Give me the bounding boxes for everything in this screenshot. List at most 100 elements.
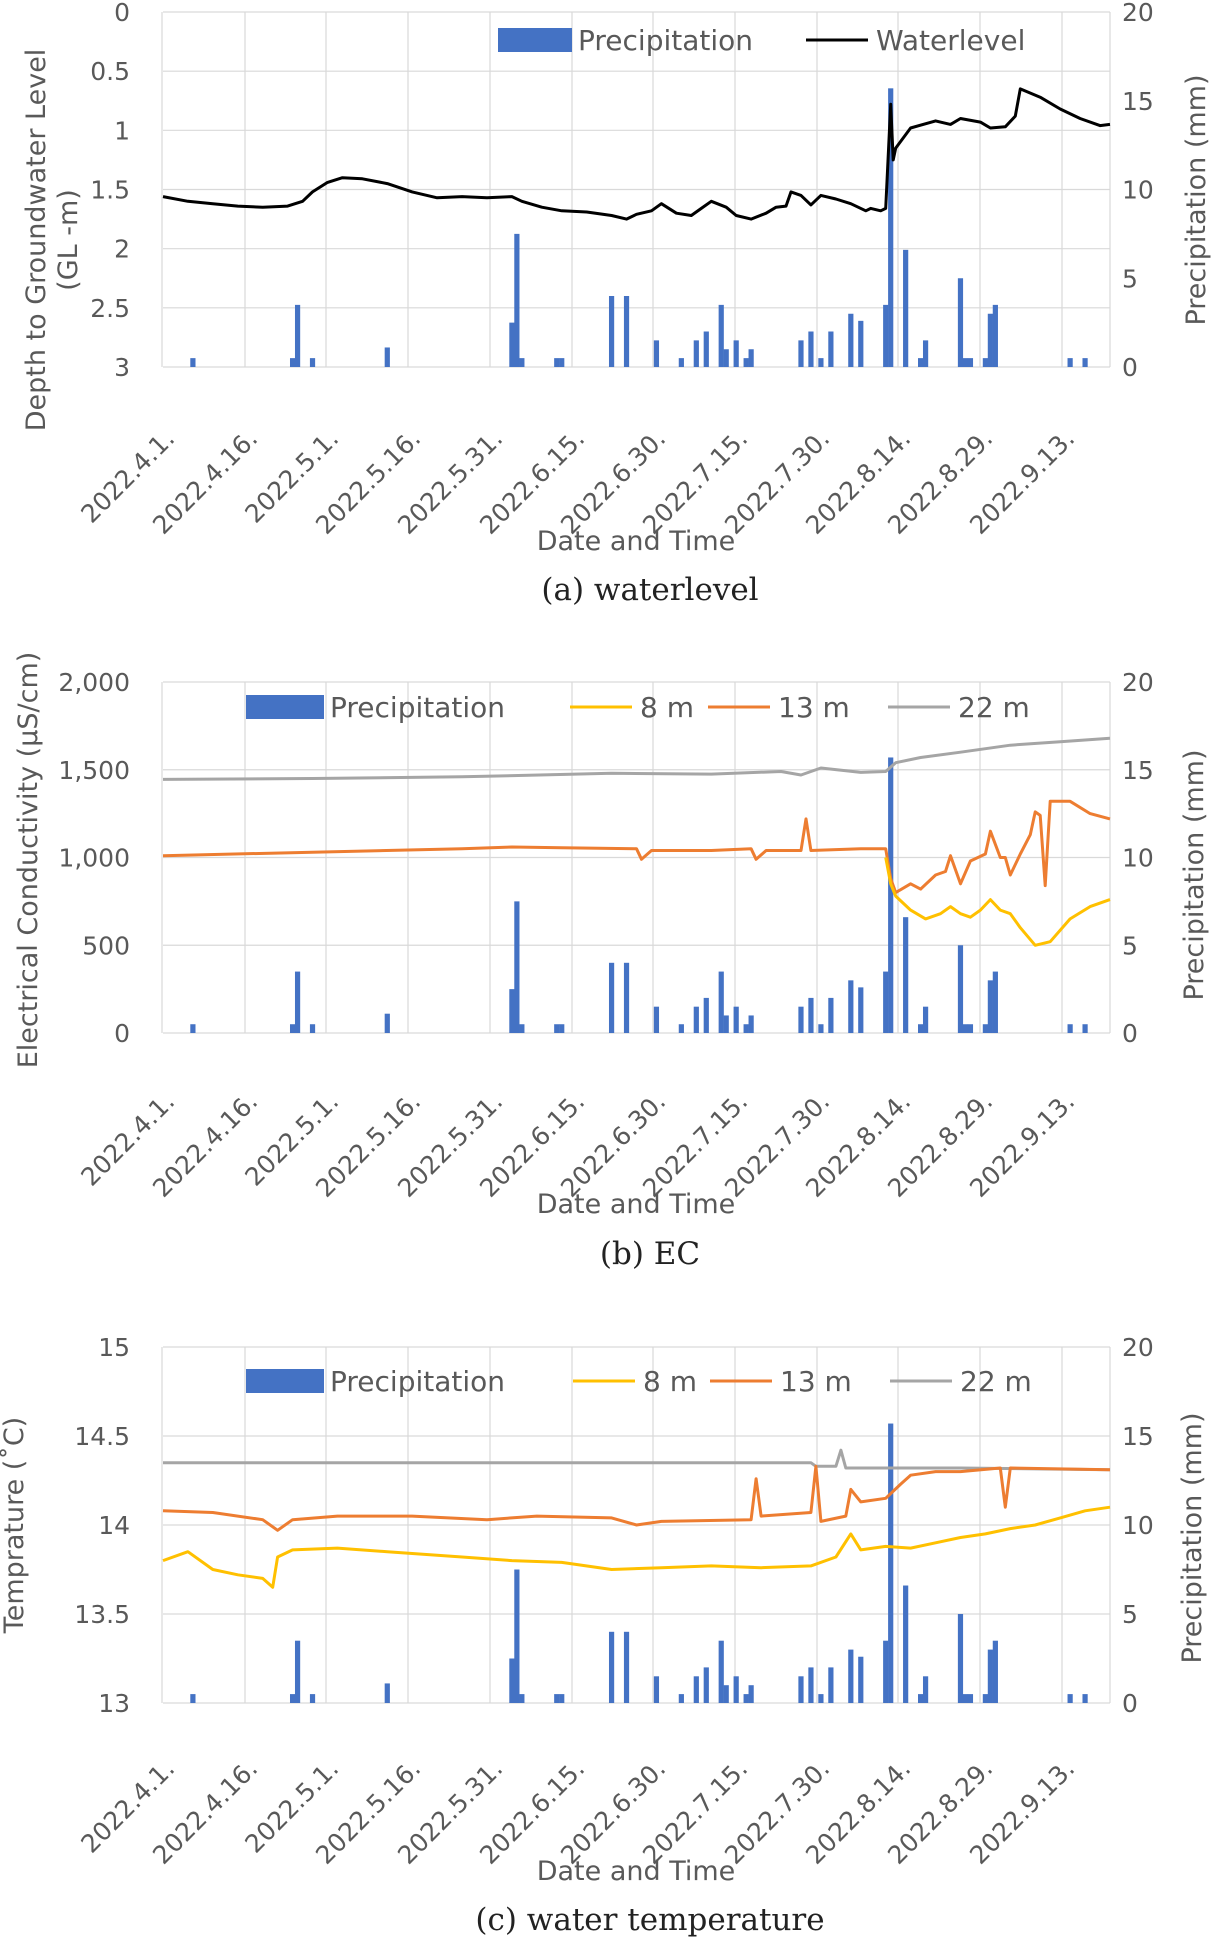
precip-bar bbox=[922, 1006, 929, 1033]
precip-bar bbox=[992, 1640, 998, 1703]
precip-bar bbox=[828, 331, 834, 367]
precip-bar bbox=[743, 1024, 749, 1033]
y-tick-label: 1,000 bbox=[58, 844, 130, 873]
y-tick-label: 2,000 bbox=[58, 668, 130, 697]
y2-tick-label: 20 bbox=[1122, 668, 1154, 697]
series-line-waterlevel bbox=[162, 87, 1111, 221]
precip-bar bbox=[798, 340, 804, 367]
precip-bar bbox=[309, 1024, 316, 1033]
precip-bar bbox=[883, 304, 889, 367]
precip-bar bbox=[653, 1676, 660, 1703]
precip-bar bbox=[962, 358, 969, 367]
y2-axis-title: Precipitation (mm) bbox=[1181, 74, 1212, 325]
precip-bar bbox=[957, 278, 964, 367]
legend-label: 13 m bbox=[780, 1365, 852, 1398]
precip-bar bbox=[718, 304, 724, 367]
precip-bar bbox=[623, 962, 630, 1033]
precip-bar bbox=[848, 1649, 854, 1703]
legend-swatch-precipitation bbox=[246, 1369, 324, 1393]
y2-tick-label: 15 bbox=[1122, 87, 1154, 116]
precip-bar bbox=[653, 340, 660, 367]
precip-bar bbox=[818, 358, 824, 367]
precip-bar bbox=[723, 1685, 729, 1703]
y2-tick-label: 5 bbox=[1122, 1600, 1138, 1629]
precip-bar bbox=[1082, 1694, 1088, 1703]
y2-tick-label: 15 bbox=[1122, 756, 1154, 785]
precip-bar bbox=[733, 1006, 739, 1033]
precip-bar bbox=[718, 1640, 724, 1703]
precip-bar bbox=[509, 989, 515, 1033]
precip-bar bbox=[384, 1013, 390, 1033]
precip-bar bbox=[294, 304, 301, 367]
precip-bar bbox=[693, 1676, 699, 1703]
precip-bar bbox=[748, 1015, 754, 1033]
precip-bar bbox=[294, 971, 301, 1033]
panel-caption: (c) water temperature bbox=[475, 1902, 824, 1938]
precip-bar bbox=[309, 358, 316, 367]
precip-bar bbox=[858, 1656, 864, 1703]
precip-bar bbox=[748, 349, 754, 367]
precip-bar bbox=[509, 322, 515, 367]
precip-bar bbox=[1067, 358, 1073, 367]
legend-label: 8 m bbox=[643, 1365, 697, 1398]
precip-bar bbox=[554, 358, 560, 367]
precip-bar bbox=[718, 971, 724, 1033]
precip-bar bbox=[808, 1667, 814, 1703]
precip-bar bbox=[967, 358, 974, 367]
precip-bar bbox=[1067, 1694, 1073, 1703]
panel-2: 05001,0001,5002,000051015202022.4.1.2022… bbox=[13, 652, 1210, 1272]
precip-bar bbox=[623, 296, 630, 367]
precip-bar bbox=[883, 971, 889, 1033]
precip-bar bbox=[693, 1006, 699, 1033]
precip-bar bbox=[554, 1694, 560, 1703]
precip-bar bbox=[962, 1694, 969, 1703]
y-tick-label: 15 bbox=[98, 1333, 130, 1362]
precip-bar bbox=[519, 358, 525, 367]
panel-caption: (a) waterlevel bbox=[541, 572, 758, 608]
legend-label: Waterlevel bbox=[876, 24, 1025, 57]
precip-bar bbox=[559, 1694, 565, 1703]
series-line-8-m bbox=[162, 1505, 1111, 1589]
precip-bar bbox=[190, 1694, 196, 1703]
panel-1: 00.511.522.53 051015202022.4.1.2022.4.16.… bbox=[21, 0, 1212, 608]
precip-bar bbox=[748, 1685, 754, 1703]
precip-bar bbox=[723, 1015, 729, 1033]
panel-3: 1313.51414.515051015202022.4.1.2022.4.16… bbox=[0, 1333, 1208, 1938]
precip-bar bbox=[987, 1649, 993, 1703]
y-axis-title-units: (GL -m) bbox=[53, 189, 84, 291]
precip-bar bbox=[918, 358, 924, 367]
precip-bar bbox=[903, 1585, 909, 1703]
legend-label: Precipitation bbox=[578, 24, 753, 57]
legend-label: Precipitation bbox=[330, 1365, 505, 1398]
precip-bar bbox=[987, 980, 993, 1033]
precip-bar bbox=[883, 1640, 889, 1703]
y2-tick-label: 0 bbox=[1122, 353, 1138, 382]
y-tick-label: 500 bbox=[82, 931, 130, 960]
y-tick-label: 3 bbox=[114, 353, 130, 382]
y-tick-label: 14.5 bbox=[74, 1422, 130, 1451]
precip-bar bbox=[922, 1676, 929, 1703]
precip-bar bbox=[918, 1024, 924, 1033]
legend-label: 13 m bbox=[778, 691, 850, 724]
y-tick-label: 2 bbox=[114, 235, 130, 264]
precip-bar bbox=[608, 296, 615, 367]
y2-tick-label: 15 bbox=[1122, 1422, 1154, 1451]
precip-bar bbox=[828, 997, 834, 1033]
precip-bar bbox=[808, 997, 814, 1033]
legend-label: Precipitation bbox=[330, 691, 505, 724]
precip-bar bbox=[514, 1569, 520, 1703]
precip-bar bbox=[982, 1694, 988, 1703]
precip-bar bbox=[982, 1024, 988, 1033]
precip-bar bbox=[678, 1694, 684, 1703]
precip-bar bbox=[818, 1024, 824, 1033]
series-line-8-m bbox=[884, 857, 1111, 947]
y2-tick-label: 10 bbox=[1122, 176, 1154, 205]
precip-bar bbox=[982, 358, 988, 367]
y2-tick-label: 20 bbox=[1122, 0, 1154, 27]
legend-swatch-precipitation bbox=[498, 28, 572, 52]
precip-bar bbox=[848, 313, 854, 367]
legend: Precipitation 8 m 13 m 22 m bbox=[246, 1365, 1032, 1398]
precip-bar bbox=[514, 233, 520, 367]
precip-bar bbox=[967, 1694, 974, 1703]
